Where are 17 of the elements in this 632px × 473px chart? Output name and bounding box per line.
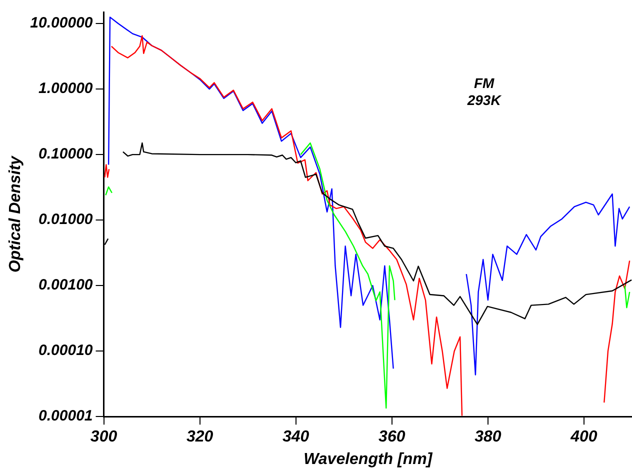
- y-tick-label: 0.00001: [38, 408, 93, 425]
- x-tick-label: 300: [90, 428, 118, 446]
- y-tick-label: 0.00100: [38, 276, 94, 294]
- y-tick-label: 0.10000: [38, 146, 94, 163]
- y-tick-label: 10.00000: [30, 14, 94, 32]
- y-tick-label: 0.01000: [38, 211, 94, 228]
- y-tick-label: 0.00010: [38, 342, 94, 360]
- y-axis-title: Optical Density: [7, 154, 24, 273]
- x-tick-label: 340: [282, 428, 310, 446]
- y-tick-label: 1.00000: [38, 80, 94, 98]
- x-tick-label: 360: [378, 428, 406, 446]
- x-tick-label: 320: [186, 428, 214, 446]
- x-tick-label: 400: [570, 428, 598, 446]
- annotation: FM: [474, 74, 495, 91]
- x-axis-title: Wavelength [nm]: [304, 450, 433, 468]
- x-tick-label: 380: [474, 428, 502, 446]
- annotation: 293K: [466, 92, 502, 108]
